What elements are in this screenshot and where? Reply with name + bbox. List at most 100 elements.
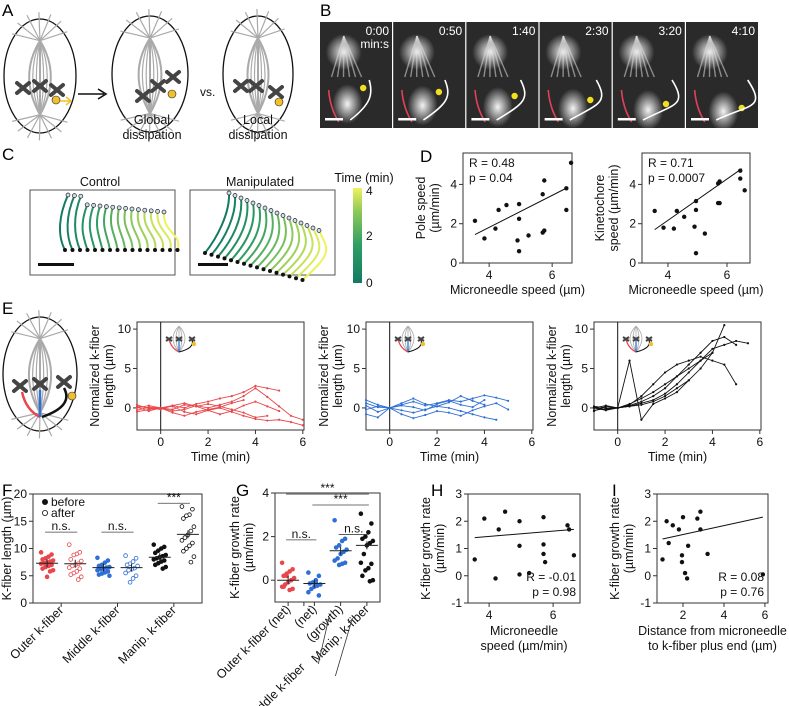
spindle-microtubule	[250, 37, 259, 114]
pole-marker	[93, 248, 97, 252]
trace-point	[218, 413, 222, 416]
kfiber-length-trace	[593, 340, 749, 409]
astral-microtubule	[39, 114, 53, 139]
x-tick-label: 4	[252, 435, 259, 449]
kinetochore-marker	[304, 223, 310, 228]
pole-marker	[229, 258, 233, 263]
trace-point	[652, 391, 655, 394]
data-point	[760, 572, 766, 577]
kfiber	[343, 35, 363, 78]
data-point	[133, 556, 139, 561]
spindle-microtubule	[39, 40, 45, 115]
pole-marker	[145, 248, 150, 252]
data-point	[482, 236, 487, 241]
data-point	[516, 216, 522, 222]
data-point	[676, 527, 682, 532]
trace-point	[459, 409, 462, 413]
data-point	[124, 562, 130, 568]
inset-spindle-icon	[165, 325, 197, 353]
y-tick-label: 0	[450, 256, 457, 270]
kinetochore-marker	[65, 192, 71, 198]
data-point	[698, 509, 703, 514]
kinetochore-marker	[72, 193, 77, 198]
kfiber-trace-line	[301, 230, 328, 281]
data-point	[332, 558, 337, 563]
astral-microtubule	[26, 312, 41, 339]
astral-microtubule	[230, 30, 259, 39]
x-axis-label: Time (min)	[420, 450, 479, 464]
trace-point	[376, 403, 379, 406]
data-point	[472, 557, 477, 562]
manipulated-kfiber-trace	[569, 79, 603, 121]
data-point	[564, 186, 569, 191]
timestamp: 2:30	[585, 24, 609, 38]
trace-point	[183, 403, 186, 406]
trace-point	[459, 403, 462, 406]
data-point	[191, 554, 197, 559]
data-point	[191, 524, 197, 529]
trace-point	[135, 409, 139, 412]
trace-point	[147, 408, 150, 411]
inset-chromosome-icon	[175, 336, 183, 342]
y-tick-label: 2	[644, 514, 651, 528]
x-tick-label: Manip. k-fiber	[116, 603, 179, 666]
data-point	[123, 553, 128, 558]
data-point	[190, 540, 195, 546]
trace-point	[412, 406, 415, 409]
kfiber-trace-line	[95, 205, 104, 251]
trace-point	[483, 394, 486, 397]
kfiber	[635, 35, 649, 78]
significance-label: ***	[320, 481, 334, 495]
data-point	[184, 546, 189, 551]
spindle-microtubule	[28, 40, 41, 116]
trace-point	[483, 403, 486, 406]
manipulated-kfiber-highlight	[41, 387, 68, 419]
chromosome-icon	[135, 89, 151, 103]
panel-label-d: D	[420, 147, 432, 166]
y-tick-label: 3	[644, 487, 651, 501]
inset-spindle-icon	[394, 325, 426, 353]
data-point	[542, 178, 547, 183]
data-point	[674, 208, 680, 214]
inset-chromosome-icon	[632, 336, 640, 342]
scale-bar	[617, 118, 636, 121]
astral-microtubule	[149, 112, 180, 122]
data-point	[742, 188, 747, 193]
kinetochore-marker	[280, 213, 286, 218]
astral-microtubule	[235, 19, 259, 39]
x-tick-label: 2	[434, 435, 441, 449]
astral-microtubule	[236, 112, 259, 131]
y-axis-label: (µm/min)	[242, 523, 256, 573]
kfiber-trace-line	[295, 227, 321, 279]
kfiber	[562, 35, 582, 78]
data-point	[78, 558, 84, 564]
plot-frame	[593, 321, 762, 431]
trace-point	[218, 397, 222, 400]
kinetochore-marker	[116, 205, 122, 211]
data-point	[493, 576, 498, 581]
kinetochore-marker	[262, 205, 268, 211]
microneedle-tip	[360, 84, 367, 92]
trace-point	[242, 411, 245, 414]
x-tick-label: 4	[665, 268, 672, 282]
chart-d2: 0 2 4 4 6 Kinetochore speed (µm/min) Microneedl…	[593, 152, 764, 297]
chromosome-icon	[32, 79, 48, 93]
kfiber	[489, 35, 503, 78]
kinetochore-marker	[268, 208, 274, 213]
pole-marker	[70, 248, 75, 252]
trace-point	[171, 409, 174, 413]
inset-microtubule	[401, 325, 409, 353]
y-tick-label: 1	[455, 542, 462, 556]
pole-marker	[209, 252, 214, 257]
trace-point	[171, 404, 174, 407]
trace-point	[135, 406, 139, 409]
x-axis-label: to k-fiber plus end (µm)	[648, 639, 777, 653]
x-tick-label: 6	[528, 435, 535, 449]
manipulated-kfiber-trace	[422, 79, 449, 121]
pole-marker	[216, 254, 220, 259]
trace-point	[364, 402, 368, 405]
astral-microtubule	[135, 11, 151, 39]
chromosome-icon	[32, 377, 48, 391]
plot-frame	[462, 152, 573, 264]
